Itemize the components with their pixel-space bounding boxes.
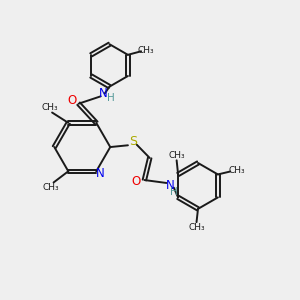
Text: CH₃: CH₃	[229, 166, 245, 175]
Text: O: O	[68, 94, 77, 107]
Text: CH₃: CH₃	[168, 151, 185, 160]
Text: CH₃: CH₃	[41, 103, 58, 112]
Text: H: H	[107, 93, 115, 103]
Text: O: O	[131, 175, 141, 188]
Text: S: S	[129, 135, 137, 148]
Text: H: H	[170, 187, 178, 197]
Text: CH₃: CH₃	[138, 46, 154, 55]
Text: N: N	[95, 167, 104, 180]
Text: N: N	[99, 88, 108, 100]
Text: CH₃: CH₃	[188, 223, 205, 232]
Text: N: N	[166, 179, 174, 192]
Text: CH₃: CH₃	[43, 183, 59, 192]
